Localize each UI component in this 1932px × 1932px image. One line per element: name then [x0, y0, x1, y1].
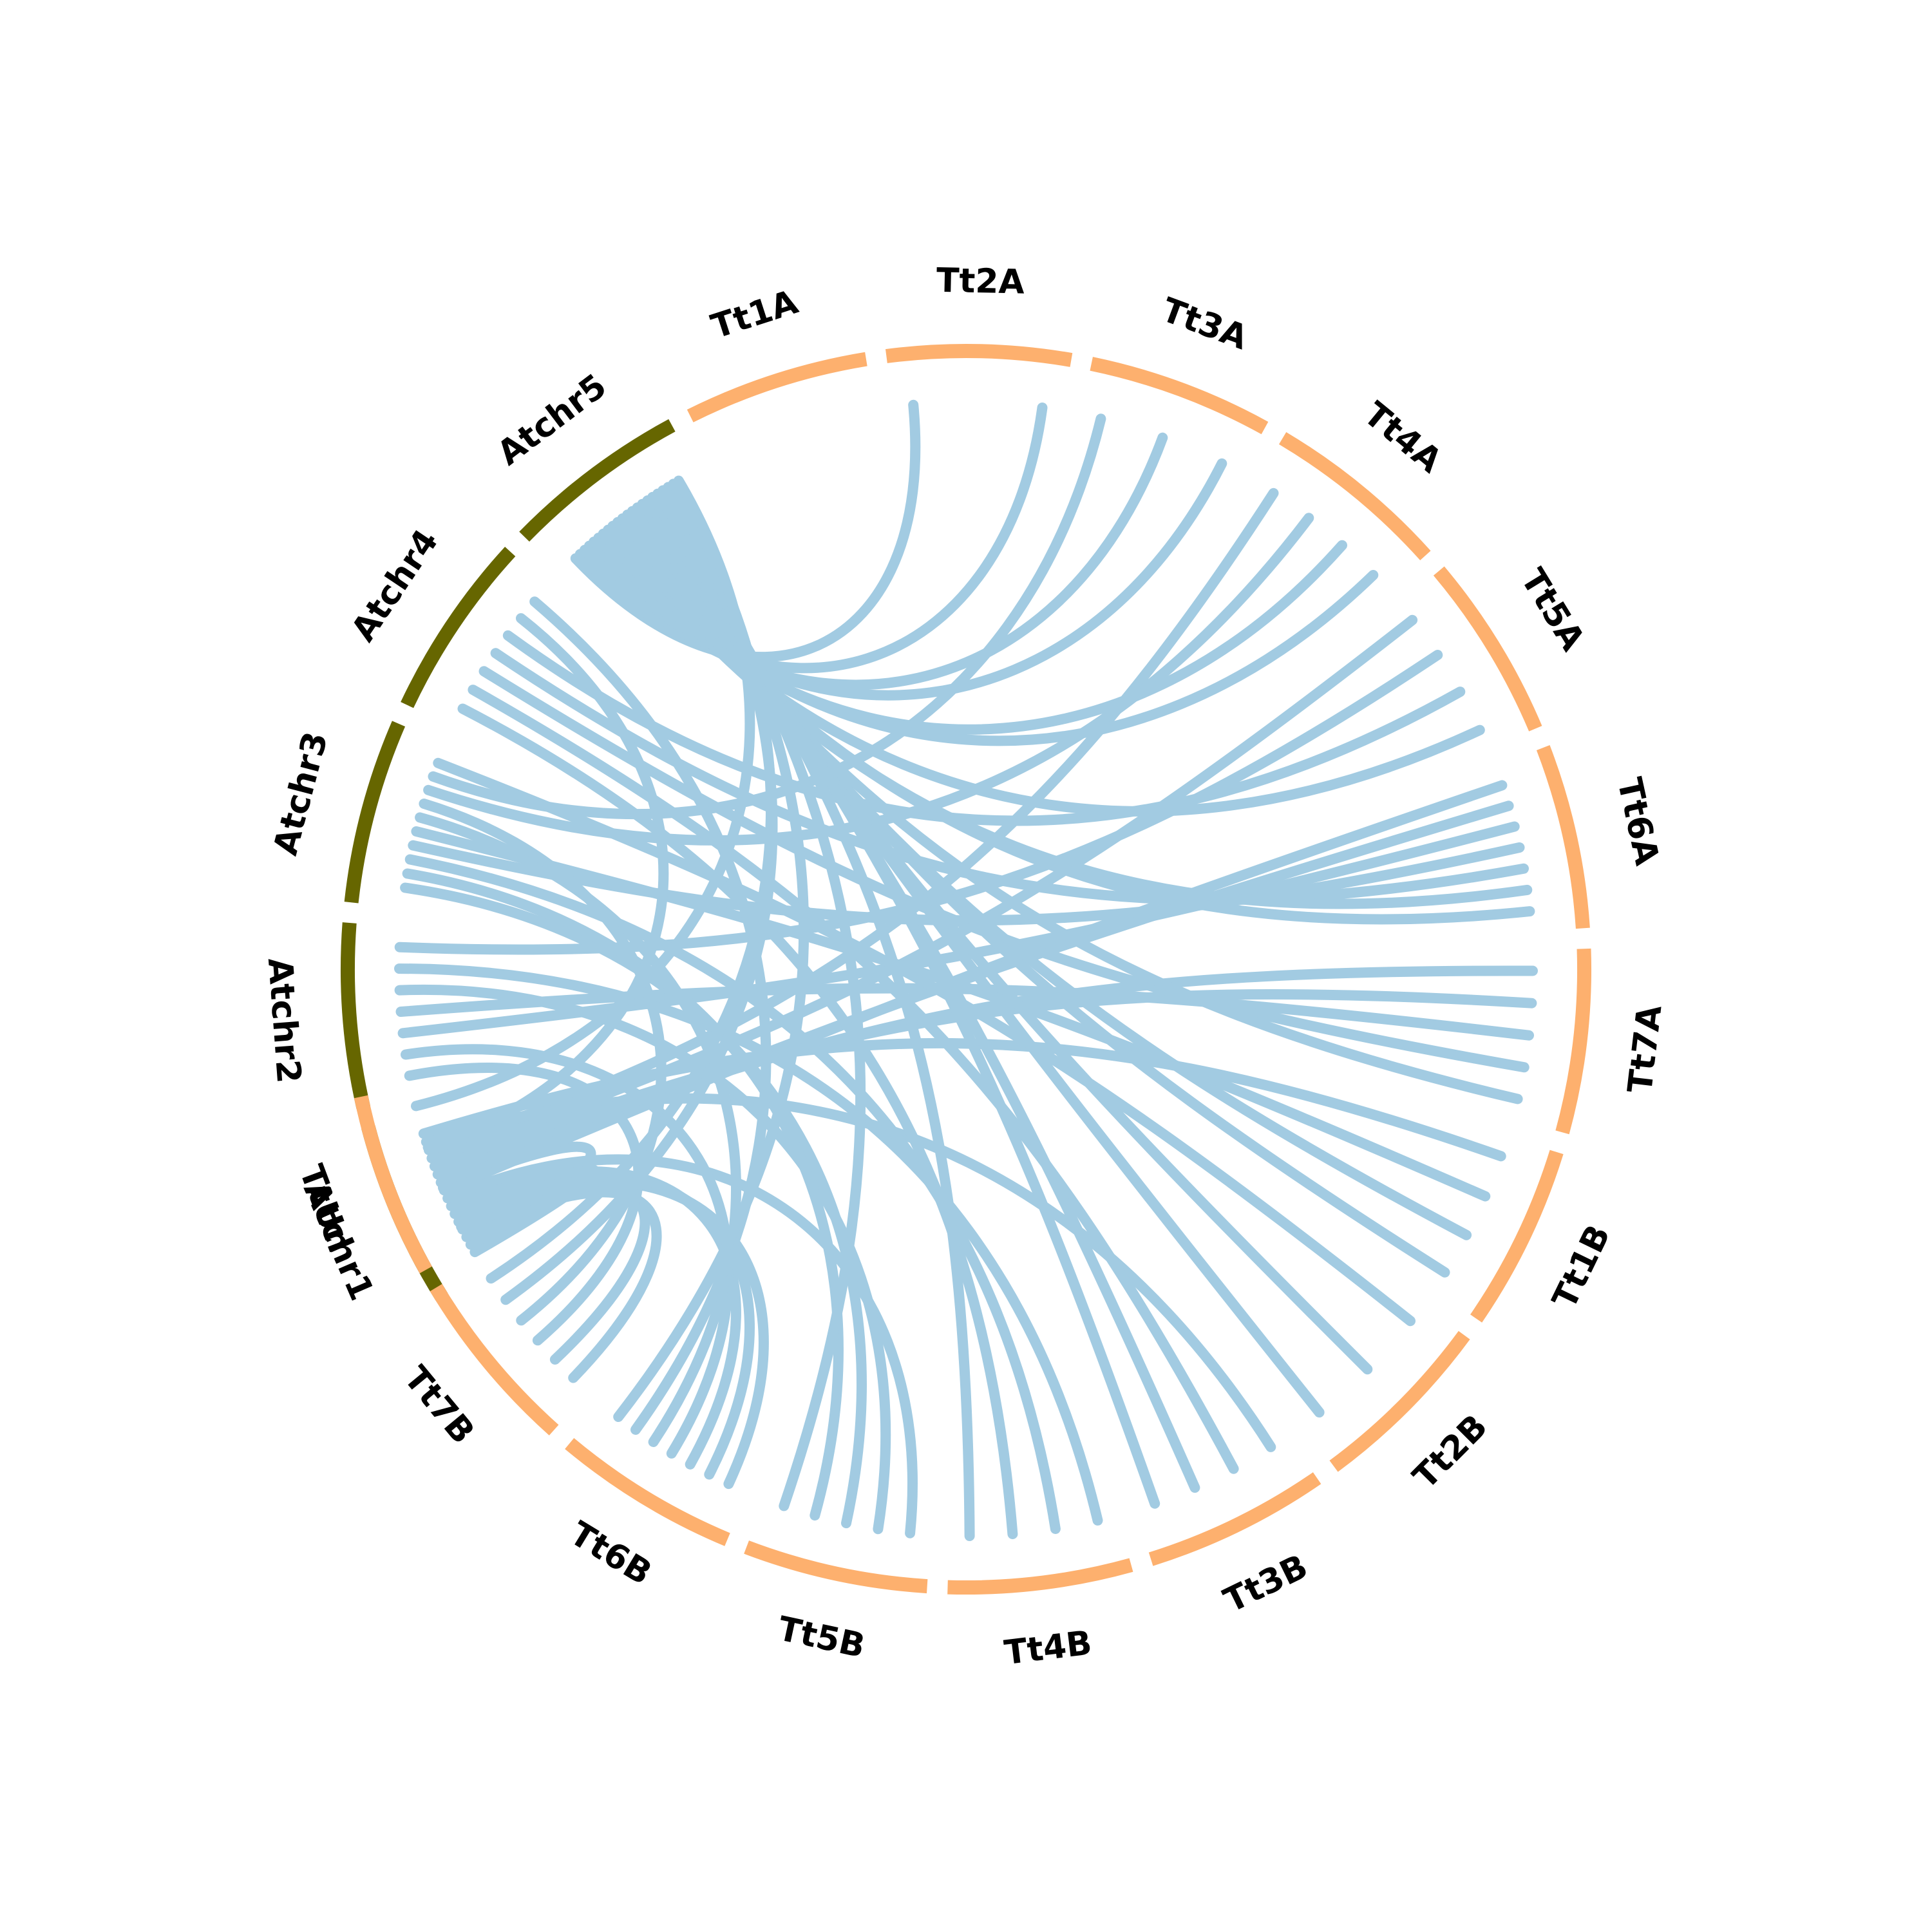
segment-label-tt1b: Tt1B — [1545, 1219, 1618, 1315]
link-atchr2-tt5b — [394, 984, 891, 1535]
segment-label-atchr3: Atchr3 — [267, 728, 336, 859]
link-atchr2-tt4b — [394, 963, 1103, 1526]
segment-atchr3 — [344, 721, 406, 904]
segment-label-tt5b: Tt5B — [775, 1609, 869, 1665]
link-atchr3-tt7b — [419, 799, 667, 1326]
link-atchr4-tt6a — [490, 648, 1529, 905]
link-atchr3-tt1b — [411, 826, 1491, 1202]
segment-tt4a — [1278, 431, 1431, 560]
link-atchr1-tt1b — [418, 1037, 1506, 1162]
segment-tt6b — [565, 1438, 730, 1546]
segment-label-atchr4: Atchr4 — [344, 523, 446, 649]
segment-tt5a — [1433, 566, 1542, 732]
link-atchr1-tt3b — [421, 1093, 1276, 1452]
segment-tt1a — [687, 352, 867, 422]
segment-label-tt5a: Tt5A — [1513, 562, 1592, 658]
segment-tt1b — [1470, 1150, 1564, 1323]
link-atchr2-tt7b — [404, 1063, 644, 1346]
segment-label-tt7a: Tt7A — [1621, 1003, 1670, 1095]
segment-label-tt3b: Tt3B — [1218, 1548, 1314, 1621]
segment-label-ttun: TtUn — [292, 1160, 359, 1258]
segment-atchr4 — [401, 546, 516, 708]
segment-label-tt3a: Tt3A — [1157, 290, 1253, 357]
segment-label-tt6a: Tt6A — [1609, 774, 1666, 868]
segment-label-atchr2: Atchr2 — [260, 956, 308, 1084]
segment-tt2b — [1329, 1331, 1470, 1472]
segment-label-tt6b: Tt6B — [564, 1514, 659, 1593]
segment-label-tt2a: Tt2A — [936, 261, 1025, 302]
segment-tt3b — [1148, 1472, 1321, 1566]
segment-tt2a — [885, 344, 1073, 367]
segment-tt3a — [1090, 357, 1269, 435]
link-atchr4-ttun — [422, 613, 669, 1153]
segment-ttun — [354, 1095, 432, 1274]
link-atchr1-tt7b — [461, 1187, 662, 1383]
segment-tt5b — [744, 1540, 928, 1594]
links-layer — [394, 399, 1538, 1541]
segment-atchr5 — [519, 419, 676, 542]
link-atchr5-tt1b — [617, 513, 1472, 1240]
segment-atchr2 — [340, 922, 370, 1109]
link-atchr1-tt5b — [442, 1154, 918, 1539]
segment-label-tt1a: Tt1A — [706, 283, 802, 346]
link-atchr5-ttun — [411, 475, 755, 1112]
link-atchr4-tt6b — [529, 596, 772, 1435]
segment-tt4b — [947, 1558, 1133, 1595]
link-atchr2-tt6b — [401, 1044, 734, 1459]
segment-label-tt7b: Tt7B — [396, 1359, 482, 1451]
segment-tt7b — [430, 1283, 559, 1435]
link-atchr4-tt3b — [468, 685, 1239, 1474]
segments-layer — [340, 344, 1591, 1595]
segment-label-tt2b: Tt2B — [1406, 1407, 1495, 1497]
link-atchr3-tt4b — [404, 854, 1061, 1534]
segment-tt7a — [1555, 948, 1591, 1135]
segment-label-atchr5: Atchr5 — [490, 367, 614, 473]
segment-tt6a — [1536, 745, 1590, 929]
segment-label-tt4a: Tt4A — [1356, 395, 1449, 480]
segment-label-tt4b: Tt4B — [1002, 1624, 1094, 1672]
link-atchr1-tt6b — [446, 1166, 741, 1470]
